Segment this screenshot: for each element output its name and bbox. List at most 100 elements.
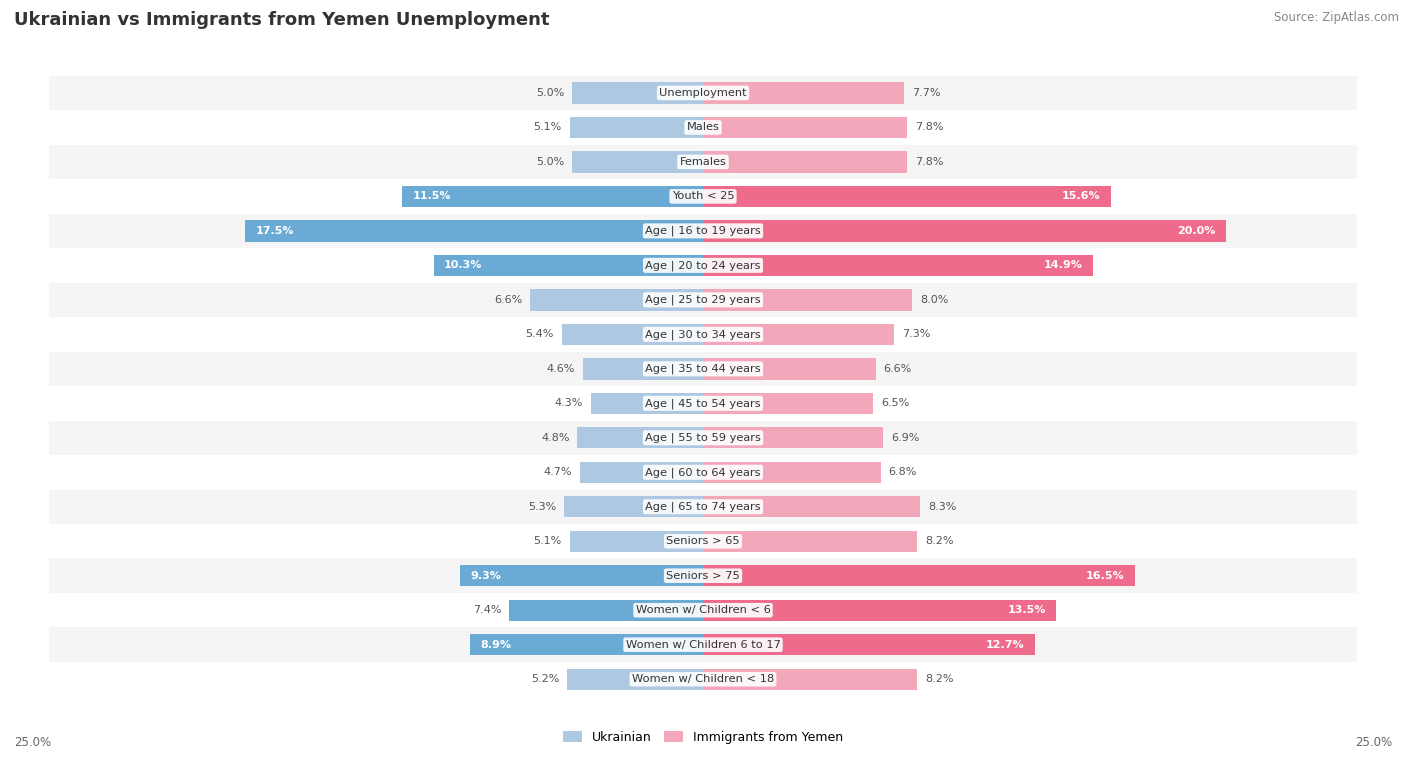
- Text: 4.8%: 4.8%: [541, 433, 569, 443]
- Bar: [703, 324, 894, 345]
- Text: Age | 60 to 64 years: Age | 60 to 64 years: [645, 467, 761, 478]
- Bar: [703, 668, 918, 690]
- Bar: [569, 531, 703, 552]
- Text: Age | 45 to 54 years: Age | 45 to 54 years: [645, 398, 761, 409]
- Bar: [703, 600, 1056, 621]
- Text: 9.3%: 9.3%: [470, 571, 501, 581]
- Bar: [49, 179, 1357, 213]
- Text: 5.3%: 5.3%: [529, 502, 557, 512]
- Text: Source: ZipAtlas.com: Source: ZipAtlas.com: [1274, 11, 1399, 24]
- Bar: [703, 496, 920, 518]
- Bar: [703, 427, 883, 448]
- Bar: [49, 248, 1357, 282]
- Bar: [703, 254, 1092, 276]
- Text: 8.2%: 8.2%: [925, 674, 953, 684]
- Bar: [402, 185, 703, 207]
- Bar: [703, 531, 918, 552]
- Text: Seniors > 75: Seniors > 75: [666, 571, 740, 581]
- Bar: [49, 111, 1357, 145]
- Text: 5.1%: 5.1%: [533, 536, 562, 547]
- Bar: [591, 393, 703, 414]
- Bar: [582, 358, 703, 379]
- Text: Ukrainian vs Immigrants from Yemen Unemployment: Ukrainian vs Immigrants from Yemen Unemp…: [14, 11, 550, 30]
- Bar: [49, 386, 1357, 421]
- Text: Age | 20 to 24 years: Age | 20 to 24 years: [645, 260, 761, 270]
- Text: Youth < 25: Youth < 25: [672, 192, 734, 201]
- Text: 7.8%: 7.8%: [915, 157, 943, 167]
- Bar: [562, 324, 703, 345]
- Bar: [703, 220, 1226, 241]
- Bar: [470, 634, 703, 656]
- Bar: [703, 117, 907, 138]
- Text: 5.4%: 5.4%: [526, 329, 554, 339]
- Text: Age | 30 to 34 years: Age | 30 to 34 years: [645, 329, 761, 340]
- Text: Women w/ Children < 18: Women w/ Children < 18: [631, 674, 775, 684]
- Text: 16.5%: 16.5%: [1085, 571, 1123, 581]
- Text: 14.9%: 14.9%: [1043, 260, 1083, 270]
- Bar: [49, 490, 1357, 524]
- Bar: [49, 593, 1357, 628]
- Bar: [578, 427, 703, 448]
- Bar: [569, 117, 703, 138]
- Bar: [581, 462, 703, 483]
- Text: 8.0%: 8.0%: [920, 295, 949, 305]
- Text: Age | 65 to 74 years: Age | 65 to 74 years: [645, 502, 761, 512]
- Text: 11.5%: 11.5%: [413, 192, 451, 201]
- Bar: [49, 524, 1357, 559]
- Bar: [530, 289, 703, 310]
- Bar: [49, 145, 1357, 179]
- Text: Females: Females: [679, 157, 727, 167]
- Bar: [567, 668, 703, 690]
- Bar: [49, 213, 1357, 248]
- Text: Age | 16 to 19 years: Age | 16 to 19 years: [645, 226, 761, 236]
- Bar: [703, 289, 912, 310]
- Text: Age | 35 to 44 years: Age | 35 to 44 years: [645, 363, 761, 374]
- Text: Males: Males: [686, 123, 720, 132]
- Text: 6.6%: 6.6%: [495, 295, 523, 305]
- Text: Age | 55 to 59 years: Age | 55 to 59 years: [645, 432, 761, 443]
- Bar: [703, 565, 1135, 587]
- Bar: [703, 634, 1035, 656]
- Bar: [49, 628, 1357, 662]
- Text: 6.6%: 6.6%: [883, 364, 911, 374]
- Text: 25.0%: 25.0%: [1355, 737, 1392, 749]
- Text: 13.5%: 13.5%: [1007, 606, 1046, 615]
- Bar: [49, 317, 1357, 351]
- Bar: [703, 83, 904, 104]
- Text: 7.4%: 7.4%: [474, 606, 502, 615]
- Bar: [246, 220, 703, 241]
- Text: 12.7%: 12.7%: [986, 640, 1025, 650]
- Text: 6.5%: 6.5%: [880, 398, 910, 408]
- Bar: [509, 600, 703, 621]
- Text: 15.6%: 15.6%: [1062, 192, 1101, 201]
- Bar: [49, 559, 1357, 593]
- Bar: [49, 351, 1357, 386]
- Text: 25.0%: 25.0%: [14, 737, 51, 749]
- Text: 10.3%: 10.3%: [444, 260, 482, 270]
- Bar: [49, 76, 1357, 111]
- Text: 7.7%: 7.7%: [912, 88, 941, 98]
- Bar: [433, 254, 703, 276]
- Text: 4.7%: 4.7%: [544, 467, 572, 477]
- Bar: [572, 151, 703, 173]
- Text: 7.3%: 7.3%: [901, 329, 931, 339]
- Text: 7.8%: 7.8%: [915, 123, 943, 132]
- Text: Unemployment: Unemployment: [659, 88, 747, 98]
- Text: 6.9%: 6.9%: [891, 433, 920, 443]
- Bar: [703, 185, 1111, 207]
- Text: 4.3%: 4.3%: [554, 398, 582, 408]
- Bar: [49, 282, 1357, 317]
- Bar: [49, 421, 1357, 455]
- Text: 8.3%: 8.3%: [928, 502, 956, 512]
- Text: Seniors > 65: Seniors > 65: [666, 536, 740, 547]
- Bar: [703, 393, 873, 414]
- Bar: [703, 358, 876, 379]
- Text: Women w/ Children < 6: Women w/ Children < 6: [636, 606, 770, 615]
- Bar: [703, 151, 907, 173]
- Text: Age | 25 to 29 years: Age | 25 to 29 years: [645, 294, 761, 305]
- Legend: Ukrainian, Immigrants from Yemen: Ukrainian, Immigrants from Yemen: [558, 726, 848, 749]
- Text: 5.1%: 5.1%: [533, 123, 562, 132]
- Text: 4.6%: 4.6%: [547, 364, 575, 374]
- Text: 8.9%: 8.9%: [481, 640, 512, 650]
- Text: Women w/ Children 6 to 17: Women w/ Children 6 to 17: [626, 640, 780, 650]
